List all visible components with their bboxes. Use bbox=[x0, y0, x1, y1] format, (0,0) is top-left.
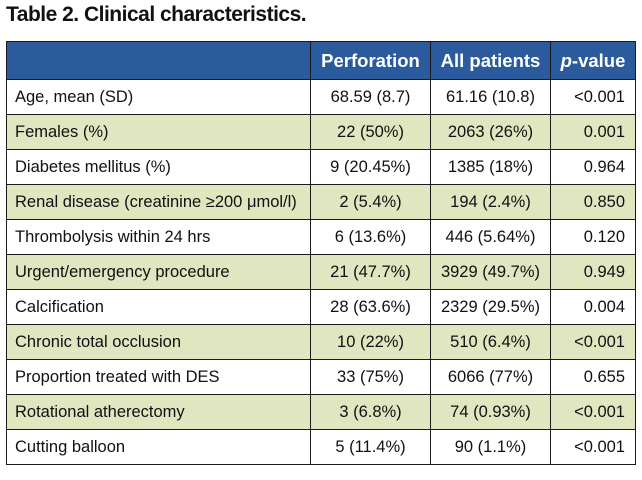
header-cell-all-patients: All patients bbox=[430, 41, 551, 80]
perforation-cell: 9 (20.45%) bbox=[310, 149, 431, 185]
table-row: Calcification 28 (63.6%) 2329 (29.5%) 0.004 bbox=[6, 289, 636, 325]
p-value-cell: 0.949 bbox=[550, 254, 636, 290]
all-patients-cell: 2063 (26%) bbox=[430, 114, 551, 150]
row-label-cell: Thrombolysis within 24 hrs bbox=[6, 219, 311, 255]
p-value-cell: 0.120 bbox=[550, 219, 636, 255]
p-value-cell: 0.850 bbox=[550, 184, 636, 220]
header-cell-perforation: Perforation bbox=[310, 41, 431, 80]
perforation-cell: 2 (5.4%) bbox=[310, 184, 431, 220]
perforation-cell: 28 (63.6%) bbox=[310, 289, 431, 325]
row-label-cell: Proportion treated with DES bbox=[6, 359, 311, 395]
row-label-cell: Chronic total occlusion bbox=[6, 324, 311, 360]
p-value-cell: <0.001 bbox=[550, 429, 636, 465]
table-row: Thrombolysis within 24 hrs 6 (13.6%) 446 (… bbox=[6, 219, 636, 255]
row-label-cell: Urgent/emergency procedure bbox=[6, 254, 311, 290]
table-row: Urgent/emergency procedure 21 (47.7%) 3929… bbox=[6, 254, 636, 290]
table-row: Diabetes mellitus (%) 9 (20.45%) 1385 (18%… bbox=[6, 149, 636, 185]
all-patients-cell: 194 (2.4%) bbox=[430, 184, 551, 220]
all-patients-cell: 2329 (29.5%) bbox=[430, 289, 551, 325]
header-row: Perforation All patients p-value bbox=[6, 41, 636, 80]
p-value-suffix: -value bbox=[571, 49, 626, 71]
all-patients-cell: 1385 (18%) bbox=[430, 149, 551, 185]
p-value-cell: <0.001 bbox=[550, 79, 636, 115]
perforation-cell: 6 (13.6%) bbox=[310, 219, 431, 255]
perforation-cell: 5 (11.4%) bbox=[310, 429, 431, 465]
table-row: Renal disease (creatinine ≥200 μmol/l) 2 … bbox=[6, 184, 636, 220]
perforation-cell: 3 (6.8%) bbox=[310, 394, 431, 430]
perforation-cell: 33 (75%) bbox=[310, 359, 431, 395]
all-patients-cell: 74 (0.93%) bbox=[430, 394, 551, 430]
perforation-cell: 68.59 (8.7) bbox=[310, 79, 431, 115]
table-row: Proportion treated with DES 33 (75%) 6066 … bbox=[6, 359, 636, 395]
p-value-cell: 0.964 bbox=[550, 149, 636, 185]
table-title: Table 2. Clinical characteristics. bbox=[6, 3, 307, 26]
p-value-cell: <0.001 bbox=[550, 394, 636, 430]
table-row: Rotational atherectomy 3 (6.8%) 74 (0.93%)… bbox=[6, 394, 636, 430]
all-patients-cell: 6066 (77%) bbox=[430, 359, 551, 395]
row-label-cell: Calcification bbox=[6, 289, 311, 325]
all-patients-cell: 510 (6.4%) bbox=[430, 324, 551, 360]
perforation-cell: 22 (50%) bbox=[310, 114, 431, 150]
all-patients-cell: 90 (1.1%) bbox=[430, 429, 551, 465]
row-label-cell: Age, mean (SD) bbox=[6, 79, 311, 115]
header-cell-p-value: p-value bbox=[550, 41, 636, 80]
p-italic: p bbox=[560, 49, 572, 71]
row-label-cell: Renal disease (creatinine ≥200 μmol/l) bbox=[6, 184, 311, 220]
table-row: Chronic total occlusion 10 (22%) 510 (6.4%… bbox=[6, 324, 636, 360]
header-cell-empty bbox=[6, 41, 311, 80]
all-patients-cell: 61.16 (10.8) bbox=[430, 79, 551, 115]
row-label-cell: Females (%) bbox=[6, 114, 311, 150]
p-value-cell: 0.655 bbox=[550, 359, 636, 395]
row-label-cell: Diabetes mellitus (%) bbox=[6, 149, 311, 185]
p-value-cell: <0.001 bbox=[550, 324, 636, 360]
table-row: Age, mean (SD) 68.59 (8.7) 61.16 (10.8) <0.… bbox=[6, 79, 636, 115]
table-row: Females (%) 22 (50%) 2063 (26%) 0.001 bbox=[6, 114, 636, 150]
row-label-cell: Rotational atherectomy bbox=[6, 394, 311, 430]
all-patients-cell: 446 (5.64%) bbox=[430, 219, 551, 255]
perforation-cell: 21 (47.7%) bbox=[310, 254, 431, 290]
clinical-characteristics-table: Perforation All patients p-value Age, me… bbox=[6, 41, 636, 465]
p-value-cell: 0.001 bbox=[550, 114, 636, 150]
p-value-cell: 0.004 bbox=[550, 289, 636, 325]
row-label-cell: Cutting balloon bbox=[6, 429, 311, 465]
all-patients-cell: 3929 (49.7%) bbox=[430, 254, 551, 290]
table-row: Cutting balloon 5 (11.4%) 90 (1.1%) <0.001 bbox=[6, 429, 636, 465]
perforation-cell: 10 (22%) bbox=[310, 324, 431, 360]
